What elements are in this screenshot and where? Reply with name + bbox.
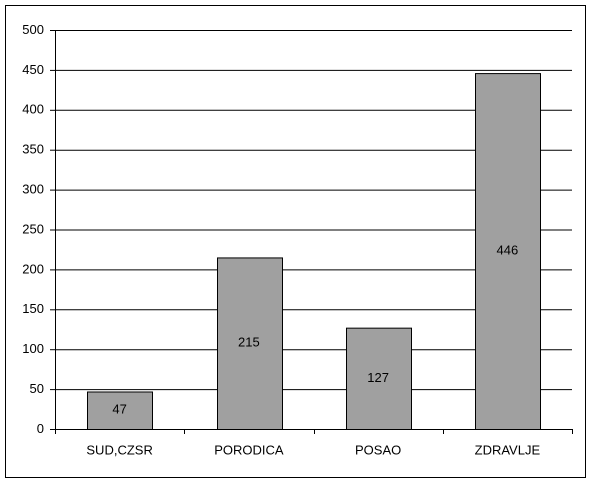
x-tick-label: ZDRAVLJE (475, 442, 541, 457)
bar (346, 327, 412, 430)
data-label: 47 (112, 402, 126, 417)
y-tick-label: 250 (22, 221, 44, 236)
data-label: 127 (367, 370, 389, 385)
data-label: 215 (238, 335, 260, 350)
x-tick-label: PORODICA (214, 442, 284, 457)
y-tick-label: 450 (22, 62, 44, 77)
y-tick-label: 150 (22, 301, 44, 316)
y-tick-label: 400 (22, 102, 44, 117)
y-tick-label: 300 (22, 182, 44, 197)
y-tick-label: 200 (22, 261, 44, 276)
x-tick-label: SUD,CZSR (86, 442, 152, 457)
bar (475, 73, 541, 430)
y-tick-label: 500 (22, 22, 44, 37)
y-tick-label: 100 (22, 341, 44, 356)
y-tick-label: 0 (37, 421, 44, 436)
y-tick-label: 350 (22, 142, 44, 157)
data-label: 446 (497, 242, 519, 257)
y-tick-label: 50 (30, 381, 44, 396)
x-tick-label: POSAO (355, 442, 401, 457)
bar (87, 391, 153, 430)
bar (217, 257, 283, 430)
